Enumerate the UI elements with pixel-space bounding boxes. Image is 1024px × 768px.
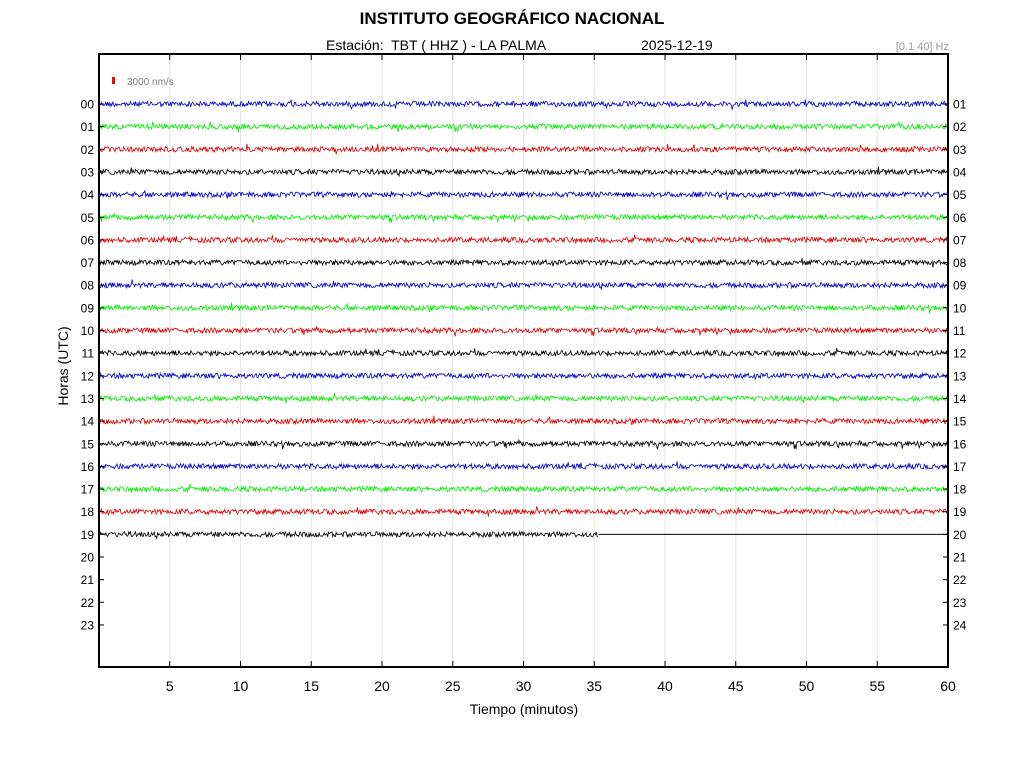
grid	[169, 54, 878, 667]
trace-hour-09	[98, 302, 948, 314]
y-tick-label-left: 04	[81, 188, 95, 202]
y-tick-label-right: 16	[953, 437, 967, 451]
y-tick-label-right: 13	[953, 369, 967, 383]
y-tick-label-left: 22	[81, 596, 95, 610]
y-tick-label-right: 04	[953, 165, 967, 179]
x-tick-label: 45	[728, 678, 744, 694]
y-tick-label-right: 06	[953, 211, 967, 225]
y-tick-label-left: 20	[81, 551, 95, 565]
y-tick-label-right: 09	[953, 279, 967, 293]
trace-hour-14	[98, 415, 948, 426]
trace-hour-04	[98, 189, 948, 200]
trace-hour-07	[98, 258, 948, 268]
traces	[98, 98, 948, 540]
scale-bar	[112, 77, 115, 84]
x-tick-label: 15	[303, 678, 319, 694]
y-tick-label-left: 07	[81, 256, 95, 270]
trace-hour-01	[98, 120, 948, 133]
y-tick-label-left: 21	[81, 573, 95, 587]
trace-hour-15	[98, 438, 948, 450]
station-label: Estación: TBT ( HHZ ) - LA PALMA	[326, 37, 547, 53]
trace-hour-11	[98, 347, 948, 358]
y-tick-label-left: 02	[81, 143, 95, 157]
y-tick-label-right: 19	[953, 505, 967, 519]
y-tick-label-left: 08	[81, 279, 95, 293]
y-tick-label-right: 07	[953, 233, 967, 247]
y-tick-label-left: 12	[81, 369, 95, 383]
chart-title: INSTITUTO GEOGRÁFICO NACIONAL	[359, 9, 665, 28]
y-axis-label: Horas (UTC)	[55, 326, 71, 406]
y-tick-label-left: 05	[81, 211, 95, 225]
y-tick-label-left: 15	[81, 437, 95, 451]
y-tick-label-right: 11	[953, 324, 966, 338]
trace-hour-12	[98, 371, 948, 380]
trace-hour-00	[98, 98, 948, 111]
trace-hour-08	[98, 279, 948, 291]
y-tick-label-right: 17	[953, 460, 967, 474]
y-tick-label-right: 22	[953, 573, 967, 587]
x-tick-label: 60	[940, 678, 956, 694]
y-tick-label-left: 09	[81, 301, 95, 315]
trace-hour-10	[98, 325, 948, 337]
y-tick-label-left: 06	[81, 233, 95, 247]
y-tick-label-left: 19	[81, 528, 95, 542]
y-tick-label-right: 21	[953, 551, 967, 565]
scale-bar-label: 3000 nm/s	[127, 77, 174, 88]
y-tick-label-right: 01	[953, 98, 967, 112]
y-tick-label-right: 08	[953, 256, 967, 270]
trace-hour-03	[98, 166, 948, 178]
y-tick-label-right: 10	[953, 301, 967, 315]
trace-hour-13	[98, 392, 948, 404]
date-label: 2025-12-19	[641, 37, 713, 53]
y-tick-label-right: 18	[953, 483, 967, 497]
y-tick-label-right: 20	[953, 528, 967, 542]
y-tick-label-left: 14	[81, 415, 95, 429]
y-tick-label-left: 23	[81, 618, 95, 632]
y-tick-label-left: 18	[81, 505, 95, 519]
y-tick-label-right: 05	[953, 188, 967, 202]
y-tick-label-left: 11	[82, 347, 95, 361]
trace-hour-19	[98, 530, 599, 540]
y-tick-label-right: 02	[953, 120, 967, 134]
y-tick-label-left: 10	[81, 324, 95, 338]
y-tick-label-right: 24	[953, 618, 967, 632]
scale-bar-group: 3000 nm/s	[112, 77, 174, 88]
x-tick-label: 25	[445, 678, 461, 694]
y-tick-label-left: 00	[81, 98, 95, 112]
x-tick-label: 5	[166, 678, 174, 694]
x-tick-label: 10	[233, 678, 249, 694]
x-tick-label: 50	[799, 678, 815, 694]
y-tick-label-right: 15	[953, 415, 967, 429]
x-tick-label: 55	[869, 678, 885, 694]
y-tick-label-left: 16	[81, 460, 95, 474]
y-tick-label-right: 14	[953, 392, 967, 406]
ticks: 5 10 15 20 25 30 35 40 45 50 55 60 00 01 01 02 02 03 03 04 0…	[81, 54, 967, 694]
x-tick-label: 40	[657, 678, 673, 694]
trace-hour-02	[98, 143, 948, 155]
y-tick-label-left: 01	[81, 120, 95, 134]
y-tick-label-right: 23	[953, 596, 967, 610]
trace-hour-17	[98, 483, 948, 494]
x-axis-label: Tiempo (minutos)	[469, 701, 579, 717]
trace-hour-06	[98, 234, 948, 245]
x-tick-label: 30	[516, 678, 532, 694]
x-tick-label: 20	[374, 678, 390, 694]
y-tick-label-left: 17	[81, 483, 95, 497]
y-tick-label-left: 03	[81, 165, 95, 179]
filter-band-label: [0.1 40] Hz	[895, 41, 949, 53]
y-tick-label-left: 13	[81, 392, 95, 406]
x-tick-label: 35	[586, 678, 602, 694]
y-tick-label-right: 03	[953, 143, 967, 157]
trace-hour-05	[98, 212, 948, 223]
y-tick-label-right: 12	[953, 347, 967, 361]
trace-hour-16	[98, 461, 948, 471]
trace-hour-18	[98, 506, 948, 517]
